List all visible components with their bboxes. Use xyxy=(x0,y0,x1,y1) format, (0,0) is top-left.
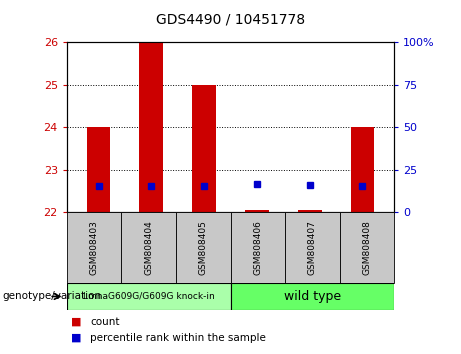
Text: GSM808406: GSM808406 xyxy=(253,220,262,275)
Text: GSM808407: GSM808407 xyxy=(308,220,317,275)
Text: count: count xyxy=(90,317,119,327)
Text: ■: ■ xyxy=(71,317,82,327)
Bar xyxy=(230,283,394,310)
Text: percentile rank within the sample: percentile rank within the sample xyxy=(90,333,266,343)
Bar xyxy=(121,212,176,283)
Text: GSM808405: GSM808405 xyxy=(199,220,208,275)
Bar xyxy=(139,42,163,212)
Text: wild type: wild type xyxy=(284,290,341,303)
Bar xyxy=(340,212,394,283)
Text: ■: ■ xyxy=(71,333,82,343)
Bar xyxy=(67,283,230,310)
Bar xyxy=(230,212,285,283)
Bar xyxy=(67,212,121,283)
Bar xyxy=(285,212,340,283)
Bar xyxy=(245,210,269,212)
Bar xyxy=(351,127,374,212)
Bar xyxy=(192,85,216,212)
Bar xyxy=(298,210,322,212)
Text: GSM808408: GSM808408 xyxy=(362,220,372,275)
Bar xyxy=(176,212,230,283)
Text: LmnaG609G/G609G knock-in: LmnaG609G/G609G knock-in xyxy=(83,292,214,301)
Bar xyxy=(87,127,110,212)
Text: genotype/variation: genotype/variation xyxy=(2,291,101,302)
Text: GDS4490 / 10451778: GDS4490 / 10451778 xyxy=(156,12,305,27)
Text: GSM808404: GSM808404 xyxy=(144,221,153,275)
Text: GSM808403: GSM808403 xyxy=(89,220,99,275)
